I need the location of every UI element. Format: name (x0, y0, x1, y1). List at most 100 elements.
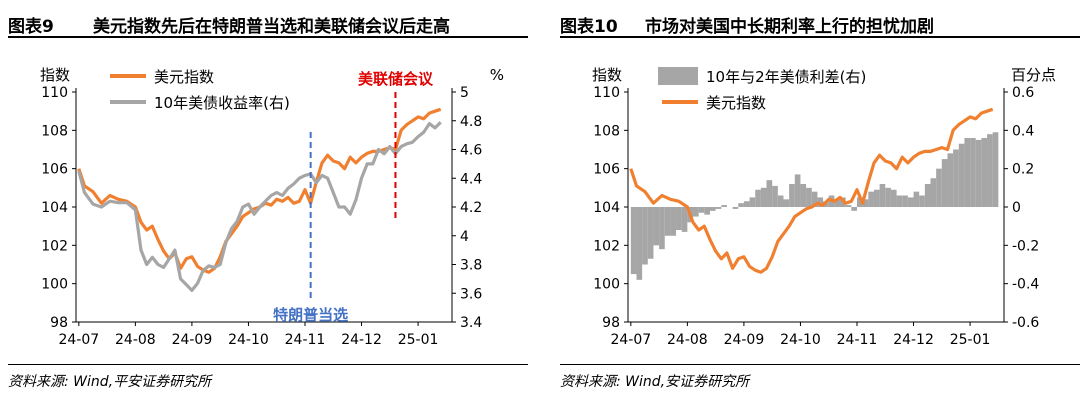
spread-area-bar (964, 138, 971, 207)
spread-area-bar (924, 184, 931, 207)
left-tick-label: 100 (41, 277, 68, 293)
figure-9-number: 图表9 (8, 17, 54, 37)
usd-index-line (77, 107, 442, 274)
figure-9-source: 资料来源: Wind,平安证券研究所 (8, 364, 528, 390)
left-tick-label: 104 (41, 200, 68, 216)
ust-10y-yield-line (77, 121, 442, 292)
spread-area-bar (834, 199, 841, 207)
spread-area-bar (664, 207, 671, 236)
election-marker-label: 特朗普当选 (273, 306, 348, 324)
spread-area-bar (777, 195, 784, 207)
figure-10-header: 图表10 市场对美国中长期利率上行的担忧加剧 (560, 10, 1080, 38)
spread-area-bar (936, 168, 942, 207)
spread-area-bar (947, 153, 954, 207)
spread-area-bar (987, 134, 993, 207)
spread-area-bar (732, 207, 739, 209)
right-tick-label: 3.4 (460, 315, 482, 331)
figure-9-chart: 98 100 102 104 106 108 110 3.4 3.6 3.8 4 4.2 4.4 4.6 4… (40, 66, 504, 348)
spread-area-bar (856, 197, 863, 207)
left-tick-label: 98 (602, 315, 620, 331)
left-tick-label: 110 (593, 85, 620, 101)
x-tick-label: 24-09 (172, 332, 213, 348)
right-tick-label: -0.4 (1012, 277, 1039, 293)
left-tick-label: 108 (593, 123, 620, 139)
legend-label: 10年与2年美债利差(右) (706, 68, 866, 86)
spread-area-bar (811, 191, 818, 207)
x-tick-label: 24-11 (837, 332, 878, 348)
legend-label: 10年美债收益率(右) (154, 94, 290, 112)
spread-area-bar (681, 207, 688, 232)
x-tick-label: 24-11 (285, 332, 326, 348)
spread-area-bar (975, 139, 982, 207)
left-tick-label: 100 (593, 277, 620, 293)
left-tick-label: 110 (41, 85, 68, 101)
spread-area-bar (930, 178, 937, 207)
right-tick-label: 4.6 (460, 143, 482, 159)
spread-area-bar (806, 187, 812, 207)
spread-area-bar (794, 174, 801, 207)
right-axis-label: % (490, 66, 504, 84)
x-tick-label: 24-07 (610, 332, 651, 348)
x-tick-label: 25-01 (398, 332, 439, 348)
spread-area-bar (630, 207, 637, 275)
right-tick-label: 4.2 (460, 200, 482, 216)
figure-9-panel: 图表9 美元指数先后在特朗普当选和美联储会议后走高 98 100 102 104 106… (8, 0, 528, 404)
left-tick-label: 102 (41, 238, 68, 254)
spread-area-bar (676, 207, 682, 230)
x-tick-label: 25-01 (950, 332, 991, 348)
spread-area-bar (953, 149, 959, 207)
spread-area-bar (755, 189, 761, 207)
spread-area-bar (636, 207, 643, 280)
spread-area-bar (766, 180, 773, 207)
right-tick-label: 4 (460, 229, 469, 245)
figure-10-title: 市场对美国中长期利率上行的担忧加剧 (645, 17, 934, 37)
left-axis-label: 指数 (592, 66, 622, 84)
spread-area-bar (885, 187, 891, 207)
spread-area-bar (896, 195, 903, 207)
spread-area-bar (693, 207, 699, 217)
spread-area-bar (879, 184, 886, 207)
figure-10-number: 图表10 (560, 17, 618, 37)
right-tick-label: 4.4 (460, 171, 482, 187)
fed-meeting-marker-label: 美联储会议 (358, 70, 434, 88)
spread-area-bar (800, 184, 807, 207)
spread-area-bar (642, 207, 648, 265)
spread-area-bar (981, 138, 988, 207)
left-tick-label: 98 (50, 315, 68, 331)
spread-area-bar (789, 184, 795, 207)
figure-10-panel: 图表10 市场对美国中长期利率上行的担忧加剧 98 100 102 104 106 108… (560, 0, 1080, 404)
spread-area-bar (659, 207, 665, 250)
spread-area-bar (647, 207, 654, 259)
usd-index-line (629, 107, 994, 274)
left-axis-label: 指数 (40, 66, 70, 84)
right-tick-label: 4.8 (460, 114, 482, 130)
spread-area-bar (992, 132, 999, 207)
x-tick-label: 24-12 (341, 332, 382, 348)
legend-swatch (658, 67, 698, 85)
spread-area-bar (970, 138, 976, 207)
legend-label: 美元指数 (154, 68, 214, 86)
spread-area-bar (653, 207, 660, 246)
spread-area-bar (941, 159, 948, 207)
x-tick-label: 24-07 (58, 332, 99, 348)
x-tick-label: 24-10 (780, 332, 821, 348)
right-tick-label: 0 (1012, 200, 1021, 216)
spread-area-bar (698, 207, 705, 213)
spread-area-bar (721, 205, 727, 207)
figure-9-header: 图表9 美元指数先后在特朗普当选和美联储会议后走高 (8, 10, 528, 38)
right-tick-label: 0.4 (1012, 123, 1034, 139)
x-tick-label: 24-10 (228, 332, 269, 348)
legend-label: 美元指数 (706, 94, 766, 112)
right-tick-label: -0.2 (1012, 238, 1039, 254)
figure-10-source: 资料来源: Wind,安证券研究所 (560, 364, 1080, 390)
right-tick-label: 0.6 (1012, 85, 1034, 101)
left-tick-label: 106 (593, 162, 620, 178)
x-tick-label: 24-09 (724, 332, 765, 348)
spread-area-bar (749, 197, 756, 207)
spread-area-bar (868, 191, 874, 207)
right-tick-label: 0.2 (1012, 162, 1034, 178)
right-tick-label: 3.6 (460, 286, 482, 302)
right-tick-label: -0.6 (1012, 315, 1039, 331)
spread-area-bar (743, 201, 750, 207)
spread-area-bar (817, 197, 824, 207)
